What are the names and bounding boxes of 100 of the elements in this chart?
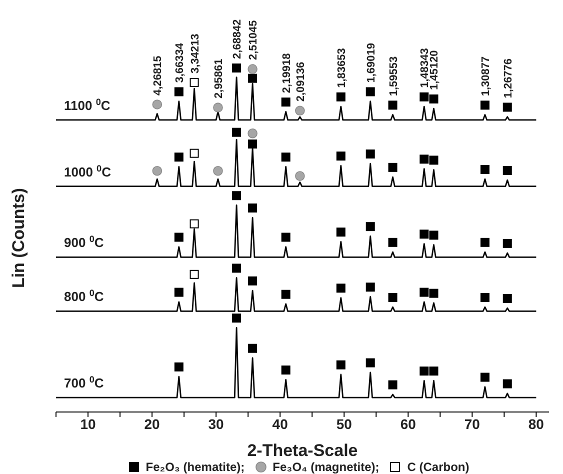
point bbox=[248, 74, 258, 83]
point bbox=[281, 290, 290, 299]
point bbox=[420, 92, 429, 102]
point bbox=[190, 219, 199, 228]
point bbox=[281, 152, 290, 162]
point bbox=[336, 360, 346, 370]
legend-label: Fe₃O₄ (magnetite); bbox=[272, 460, 380, 474]
point bbox=[281, 366, 290, 375]
x-tick-label: 80 bbox=[528, 416, 544, 432]
annotation: 3,34213 bbox=[189, 34, 202, 74]
point bbox=[190, 78, 199, 87]
point bbox=[213, 166, 223, 176]
point bbox=[429, 94, 438, 104]
point bbox=[232, 314, 242, 323]
point bbox=[480, 100, 490, 110]
point bbox=[248, 140, 258, 149]
point bbox=[174, 288, 184, 297]
point bbox=[388, 238, 398, 247]
point bbox=[295, 171, 305, 181]
x-tick-label: 30 bbox=[208, 416, 224, 432]
series-label: 1100 $^{0}$C bbox=[64, 96, 111, 113]
point bbox=[388, 292, 398, 302]
point bbox=[366, 222, 375, 232]
point bbox=[502, 238, 512, 248]
point bbox=[429, 156, 438, 165]
annotation: 3,66334 bbox=[174, 42, 186, 83]
point bbox=[420, 366, 429, 376]
legend-label: C (Carbon) bbox=[407, 460, 470, 474]
annotation: 1,30877 bbox=[480, 56, 492, 96]
annotation: 1,48343 bbox=[419, 48, 432, 88]
point bbox=[480, 292, 490, 302]
point bbox=[429, 230, 438, 240]
series-label: 800 $^{0}$C bbox=[64, 288, 104, 304]
x-tick-label: 50 bbox=[336, 416, 352, 432]
annotation: 4,26815 bbox=[152, 56, 164, 96]
point bbox=[480, 238, 490, 247]
point bbox=[152, 166, 162, 176]
annotation: 1,83653 bbox=[336, 48, 348, 88]
point bbox=[232, 191, 242, 200]
point bbox=[190, 148, 199, 158]
annotation: 1,26776 bbox=[502, 58, 514, 98]
point bbox=[248, 204, 258, 213]
point bbox=[174, 152, 184, 162]
annotation: 1,59553 bbox=[388, 56, 400, 96]
point bbox=[388, 100, 398, 110]
legend-label: Fe₂O₃ (hematite); bbox=[146, 460, 245, 474]
series-label: 900 $^{0}$C bbox=[64, 234, 104, 250]
point bbox=[420, 154, 429, 164]
point bbox=[502, 166, 512, 176]
x-tick-label: 60 bbox=[400, 416, 416, 432]
point bbox=[281, 98, 290, 107]
x-tick-label: 20 bbox=[144, 416, 160, 432]
point bbox=[480, 164, 490, 174]
point bbox=[232, 264, 242, 273]
point bbox=[190, 270, 199, 279]
point bbox=[248, 276, 258, 286]
series-label: 1000 $^{0}$C bbox=[64, 163, 112, 180]
x-tick-label: 10 bbox=[80, 416, 96, 432]
point bbox=[388, 380, 398, 390]
x-tick-label: 40 bbox=[272, 416, 288, 432]
x-axis-title: 2-Theta-Scale bbox=[247, 441, 358, 460]
point bbox=[248, 64, 258, 74]
point bbox=[295, 106, 305, 116]
x-tick-label: 70 bbox=[464, 416, 480, 432]
point bbox=[174, 87, 184, 96]
point bbox=[420, 230, 429, 239]
point bbox=[152, 100, 162, 110]
point bbox=[213, 102, 223, 112]
point bbox=[502, 102, 512, 112]
point bbox=[366, 282, 375, 292]
series-label: 700 $^{0}$C bbox=[64, 374, 104, 391]
point bbox=[248, 128, 258, 138]
annotation: 1,45120 bbox=[428, 50, 441, 90]
point bbox=[336, 284, 346, 293]
point bbox=[366, 358, 375, 368]
point bbox=[502, 294, 512, 303]
point bbox=[366, 87, 375, 96]
point bbox=[232, 128, 242, 137]
annotation: 2,51045 bbox=[248, 20, 260, 60]
annotation: 2,68842 bbox=[232, 19, 244, 59]
point bbox=[502, 379, 512, 388]
point bbox=[366, 150, 375, 158]
annotation: 1,69019 bbox=[365, 42, 378, 83]
point bbox=[420, 288, 429, 297]
point bbox=[480, 372, 490, 382]
point bbox=[336, 152, 346, 161]
annotation: 2,95861 bbox=[212, 58, 225, 99]
point bbox=[429, 288, 438, 298]
point bbox=[174, 232, 184, 242]
point bbox=[232, 64, 242, 72]
y-axis-title: Lin (Counts) bbox=[9, 188, 28, 288]
point bbox=[248, 344, 258, 353]
annotation: 2,19918 bbox=[280, 53, 293, 94]
point bbox=[281, 232, 290, 242]
point bbox=[174, 362, 184, 372]
point bbox=[388, 162, 398, 172]
point bbox=[336, 92, 346, 102]
point bbox=[336, 228, 346, 237]
point bbox=[429, 366, 438, 376]
annotation: 2,09136 bbox=[294, 62, 307, 102]
